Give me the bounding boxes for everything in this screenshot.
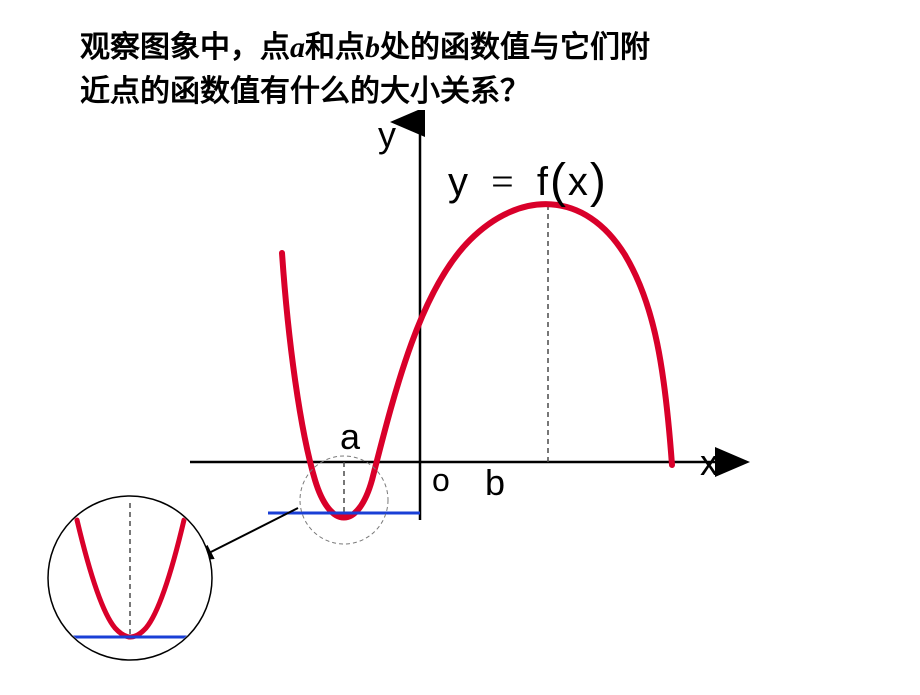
formula-f: f: [537, 160, 550, 204]
formula-yfx: y = f(x): [448, 152, 608, 207]
q-a: a: [290, 31, 305, 64]
q-line2: 近点的函数值有什么的大小关系？: [80, 75, 530, 108]
label-a: a: [340, 416, 360, 458]
rparen-icon: ): [590, 155, 608, 208]
origin-label: o: [432, 462, 450, 499]
formula-y: y: [448, 160, 470, 204]
y-axis-label: y: [378, 114, 396, 156]
q-part3: 处的函数值与它们附: [380, 31, 650, 64]
label-b: b: [485, 462, 505, 504]
function-curve: [282, 204, 672, 517]
graph-area: y x o a b y = f(x): [0, 110, 920, 690]
q-b: b: [365, 31, 380, 64]
x-axis-label: x: [700, 442, 718, 484]
lparen-icon: (: [550, 155, 568, 208]
formula-eq: =: [491, 159, 516, 204]
q-part1: 观察图象中，点: [80, 31, 290, 64]
q-part2: 和点: [305, 31, 365, 64]
inset-arrow: [195, 508, 298, 560]
question-text: 观察图象中，点a和点b处的函数值与它们附 近点的函数值有什么的大小关系？: [80, 26, 840, 113]
formula-x: x: [568, 160, 590, 204]
